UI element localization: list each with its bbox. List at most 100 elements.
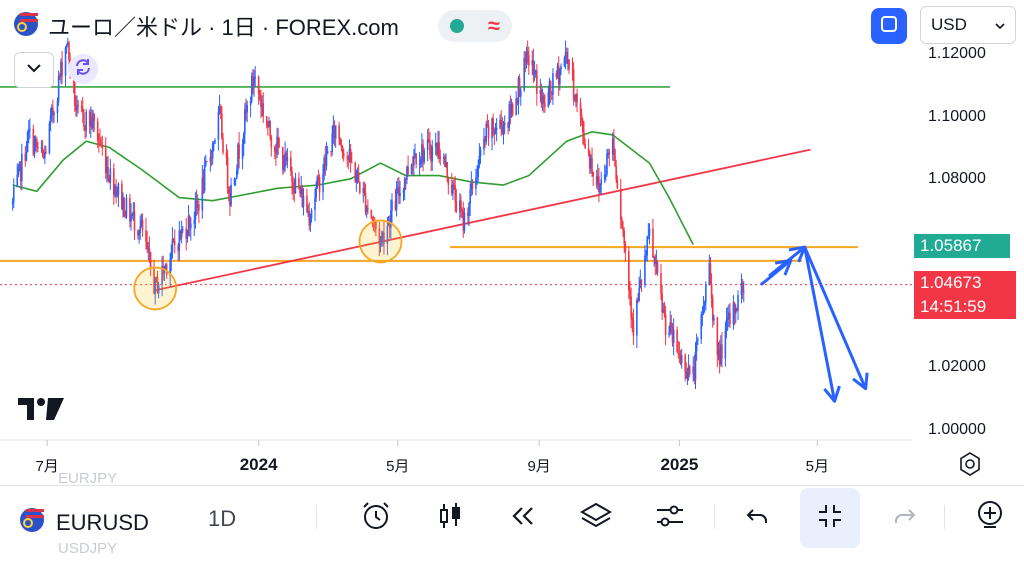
candle-body [27, 129, 30, 133]
candle-body [241, 144, 244, 159]
replay-button[interactable] [504, 500, 540, 536]
candle-body [123, 197, 125, 217]
collapse-icon [815, 501, 845, 536]
candle-body [550, 91, 553, 95]
candle-body [245, 108, 247, 113]
layers-button[interactable] [578, 500, 614, 536]
candle-body [486, 123, 489, 126]
candle-body [421, 144, 423, 160]
chart-title-bar[interactable]: ユーロ／米ドル · 1日 · FOREX.com [12, 8, 399, 44]
chart-title: ユーロ／米ドル · 1日 · FOREX.com [48, 15, 399, 40]
candle-body [11, 201, 14, 204]
chart-type-button[interactable] [432, 500, 468, 536]
candle-body [25, 152, 28, 161]
candle-body [294, 177, 297, 194]
candle-body [346, 156, 348, 159]
candle-body [660, 272, 662, 294]
undo-button[interactable] [740, 500, 776, 536]
candle-body [450, 184, 453, 194]
candle-body [222, 138, 224, 153]
candle-body [719, 344, 722, 365]
candle-body [218, 106, 221, 113]
candle-body [19, 161, 22, 182]
candle-body [17, 166, 20, 175]
flag-icon [12, 10, 40, 43]
candle-body [515, 98, 517, 115]
candle-body [422, 144, 424, 162]
candle-body [463, 212, 466, 231]
candle-body [326, 151, 329, 154]
interval-selector[interactable]: 1D [208, 506, 237, 531]
candle-body [371, 218, 374, 221]
bar-countdown: 14:51:59 [920, 297, 987, 316]
candle-body [42, 152, 45, 159]
candle-body [156, 277, 159, 294]
redo-button[interactable] [886, 500, 922, 536]
settings-hexagon-button[interactable] [956, 450, 984, 483]
candle-body [308, 211, 311, 226]
fullscreen-button[interactable] [871, 8, 907, 44]
candle-body [403, 178, 406, 190]
candle-body [194, 200, 197, 221]
candle-body [476, 176, 478, 179]
candle-body [234, 178, 237, 180]
candle-body [615, 166, 617, 180]
candle-body [639, 279, 642, 288]
candle-body [330, 151, 332, 153]
candle-body [418, 163, 421, 165]
candle-body [298, 177, 300, 189]
refresh-button[interactable] [68, 54, 98, 84]
add-indicator-button[interactable] [972, 500, 1008, 536]
candle-body [61, 62, 63, 76]
candle-body [648, 228, 651, 236]
candle-body [58, 75, 61, 77]
candle-body [99, 140, 101, 146]
x-tick-label: 2025 [660, 455, 699, 474]
candle-body [363, 188, 366, 194]
status-dot-icon [449, 19, 464, 33]
candle-body [439, 156, 442, 160]
candle-body [509, 104, 512, 117]
candle-body [204, 161, 207, 165]
candle-body [348, 149, 351, 161]
candle-body [493, 131, 496, 135]
symbol-selector[interactable]: EURUSD [18, 506, 149, 539]
collapse-button[interactable] [812, 500, 848, 536]
candle-body [323, 157, 325, 174]
candle-body [187, 216, 190, 235]
candle-body [517, 78, 520, 104]
candle-body [273, 147, 276, 152]
candle-body [225, 152, 228, 157]
settings-button[interactable] [652, 500, 688, 536]
currency-select[interactable]: USD [920, 6, 1016, 44]
market-status-pill[interactable]: ≈ [438, 10, 512, 42]
candle-body [729, 312, 731, 325]
alert-button[interactable] [358, 500, 394, 536]
candle-body [145, 230, 147, 242]
highlight-circle [133, 266, 178, 311]
candle-body [347, 158, 350, 161]
candle-body [172, 238, 175, 242]
candle-body [685, 371, 688, 379]
candle-body [163, 267, 166, 274]
candle-body [605, 174, 607, 176]
candle-body [494, 130, 497, 135]
candle-body [203, 164, 206, 191]
candle-body [81, 108, 84, 113]
candle-body [628, 251, 630, 291]
candle-body [391, 200, 393, 211]
candle-body [49, 115, 52, 124]
candle-body [262, 103, 265, 117]
candle-body [310, 210, 313, 219]
candle-body [629, 290, 631, 297]
candle-body [710, 284, 713, 299]
legend-collapse-button[interactable] [14, 52, 54, 88]
candle-body [736, 307, 738, 311]
candle-body [470, 181, 473, 191]
add-indicator-icon [973, 499, 1007, 538]
candle-body [430, 154, 432, 162]
collapse-button-bg [800, 488, 860, 548]
candle-body [640, 279, 643, 286]
candle-body [309, 218, 312, 226]
